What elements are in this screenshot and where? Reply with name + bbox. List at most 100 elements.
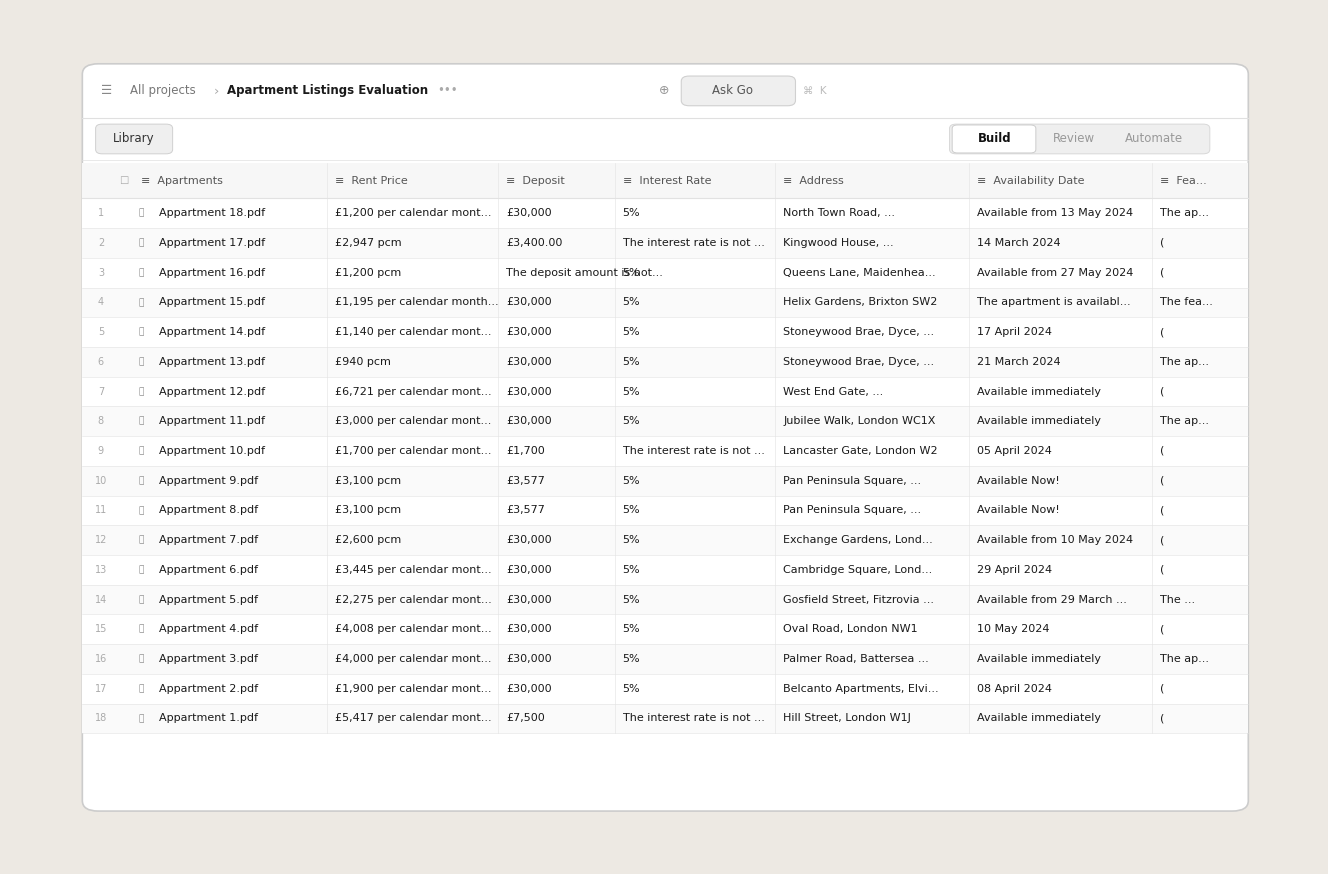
Text: 5%: 5% (623, 267, 640, 278)
Text: The ap...: The ap... (1159, 357, 1208, 367)
Text: £1,195 per calendar month...: £1,195 per calendar month... (335, 297, 498, 308)
Text: £30,000: £30,000 (506, 297, 552, 308)
Text: The apartment is availabl...: The apartment is availabl... (977, 297, 1130, 308)
Text: North Town Road, ...: North Town Road, ... (784, 208, 895, 218)
Text: 7: 7 (98, 386, 104, 397)
Text: Appartment 5.pdf: Appartment 5.pdf (159, 594, 259, 605)
Text: 5%: 5% (623, 297, 640, 308)
Text: 🗎: 🗎 (138, 239, 143, 247)
Text: Appartment 7.pdf: Appartment 7.pdf (159, 535, 259, 545)
Bar (82, 466, 1248, 496)
Text: All projects: All projects (130, 85, 197, 97)
Bar (82, 496, 1248, 525)
Text: 🗎: 🗎 (138, 714, 143, 723)
Text: 🗎: 🗎 (138, 417, 143, 426)
Text: Appartment 17.pdf: Appartment 17.pdf (159, 238, 266, 248)
Text: (: ( (1159, 683, 1165, 694)
Text: 5%: 5% (623, 683, 640, 694)
Text: 12: 12 (94, 535, 108, 545)
Bar (82, 163, 1248, 198)
Text: Build: Build (977, 133, 1012, 145)
Text: 5%: 5% (623, 475, 640, 486)
Text: Automate: Automate (1125, 133, 1183, 145)
FancyBboxPatch shape (681, 76, 795, 106)
Text: £3,100 pcm: £3,100 pcm (335, 475, 401, 486)
Text: 5%: 5% (623, 565, 640, 575)
Text: 🗎: 🗎 (138, 357, 143, 366)
Text: Helix Gardens, Brixton SW2: Helix Gardens, Brixton SW2 (784, 297, 938, 308)
Text: 29 April 2024: 29 April 2024 (977, 565, 1052, 575)
Text: 14: 14 (94, 594, 108, 605)
Text: 5: 5 (98, 327, 104, 337)
Text: £4,008 per calendar mont...: £4,008 per calendar mont... (335, 624, 491, 635)
Text: Review: Review (1053, 133, 1096, 145)
Text: The ap...: The ap... (1159, 208, 1208, 218)
Text: 🗎: 🗎 (138, 536, 143, 545)
Text: Lancaster Gate, London W2: Lancaster Gate, London W2 (784, 446, 938, 456)
Text: (: ( (1159, 386, 1165, 397)
Text: ≡  Address: ≡ Address (784, 176, 845, 186)
Text: 17: 17 (94, 683, 108, 694)
FancyBboxPatch shape (950, 124, 1210, 154)
Text: Appartment 14.pdf: Appartment 14.pdf (159, 327, 266, 337)
Text: 5%: 5% (623, 505, 640, 516)
Text: £3,000 per calendar mont...: £3,000 per calendar mont... (335, 416, 491, 427)
Text: (: ( (1159, 267, 1165, 278)
Text: ≡  Rent Price: ≡ Rent Price (335, 176, 408, 186)
Text: The fea...: The fea... (1159, 297, 1212, 308)
Text: ≡  Apartments: ≡ Apartments (141, 176, 223, 186)
Text: Appartment 3.pdf: Appartment 3.pdf (159, 654, 259, 664)
Text: 🗎: 🗎 (138, 476, 143, 485)
Text: Appartment 13.pdf: Appartment 13.pdf (159, 357, 266, 367)
Text: Oval Road, London NW1: Oval Road, London NW1 (784, 624, 918, 635)
Text: £3,577: £3,577 (506, 475, 546, 486)
Bar (82, 704, 1248, 733)
Text: The ...: The ... (1159, 594, 1195, 605)
Text: Appartment 11.pdf: Appartment 11.pdf (159, 416, 266, 427)
Text: (: ( (1159, 565, 1165, 575)
Bar (82, 198, 1248, 228)
Text: 6: 6 (98, 357, 104, 367)
Text: (: ( (1159, 238, 1165, 248)
Text: £1,900 per calendar mont...: £1,900 per calendar mont... (335, 683, 491, 694)
Text: 3: 3 (98, 267, 104, 278)
Text: Available from 27 May 2024: Available from 27 May 2024 (977, 267, 1133, 278)
Text: Available immediately: Available immediately (977, 416, 1101, 427)
Text: 8: 8 (98, 416, 104, 427)
Text: 5%: 5% (623, 416, 640, 427)
Text: 🗎: 🗎 (138, 268, 143, 277)
Text: Appartment 9.pdf: Appartment 9.pdf (159, 475, 259, 486)
Text: The deposit amount is not...: The deposit amount is not... (506, 267, 663, 278)
Text: 21 March 2024: 21 March 2024 (977, 357, 1061, 367)
Text: The interest rate is not ...: The interest rate is not ... (623, 238, 765, 248)
Text: 🗎: 🗎 (138, 684, 143, 693)
Text: £1,140 per calendar mont...: £1,140 per calendar mont... (335, 327, 491, 337)
Text: £3,445 per calendar mont...: £3,445 per calendar mont... (335, 565, 491, 575)
Text: 🗎: 🗎 (138, 447, 143, 455)
Text: £30,000: £30,000 (506, 683, 552, 694)
Text: Appartment 12.pdf: Appartment 12.pdf (159, 386, 266, 397)
Text: 5%: 5% (623, 654, 640, 664)
Text: Jubilee Walk, London WC1X: Jubilee Walk, London WC1X (784, 416, 936, 427)
Text: Available immediately: Available immediately (977, 654, 1101, 664)
FancyBboxPatch shape (82, 64, 1248, 811)
Text: Ask Go: Ask Go (712, 85, 753, 97)
Text: Stoneywood Brae, Dyce, ...: Stoneywood Brae, Dyce, ... (784, 357, 935, 367)
Text: Stoneywood Brae, Dyce, ...: Stoneywood Brae, Dyce, ... (784, 327, 935, 337)
Text: Kingwood House, ...: Kingwood House, ... (784, 238, 894, 248)
Text: £30,000: £30,000 (506, 654, 552, 664)
Text: ≡  Availability Date: ≡ Availability Date (977, 176, 1085, 186)
Bar (82, 644, 1248, 674)
Text: £30,000: £30,000 (506, 565, 552, 575)
FancyBboxPatch shape (96, 124, 173, 154)
Text: Available from 29 March ...: Available from 29 March ... (977, 594, 1127, 605)
Text: 17 April 2024: 17 April 2024 (977, 327, 1052, 337)
Text: £2,275 per calendar mont...: £2,275 per calendar mont... (335, 594, 491, 605)
Text: Available from 13 May 2024: Available from 13 May 2024 (977, 208, 1133, 218)
Text: 11: 11 (94, 505, 108, 516)
Bar (82, 347, 1248, 377)
Text: The ap...: The ap... (1159, 416, 1208, 427)
Text: 5%: 5% (623, 386, 640, 397)
Text: ☐: ☐ (120, 176, 127, 186)
Text: Gosfield Street, Fitzrovia ...: Gosfield Street, Fitzrovia ... (784, 594, 934, 605)
